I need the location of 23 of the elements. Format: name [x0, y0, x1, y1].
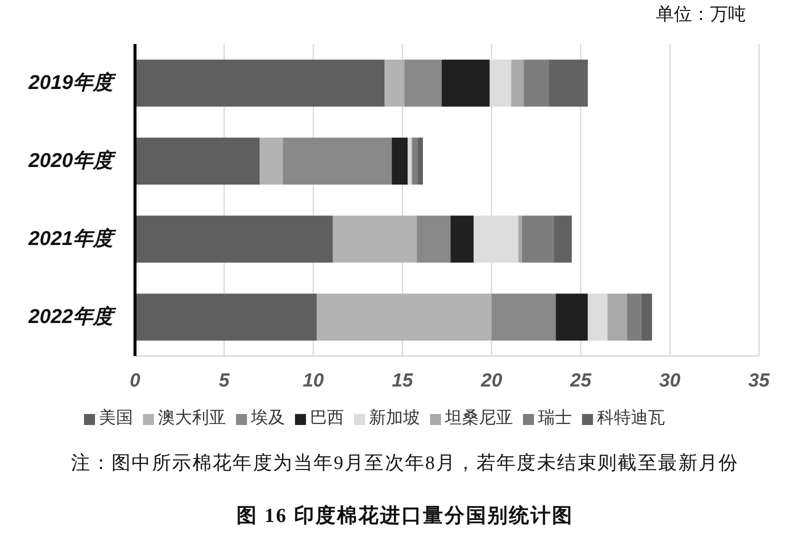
- x-tick-label: 0: [130, 370, 141, 392]
- legend-label: 巴西: [310, 408, 344, 427]
- text: 单位：万吨: [656, 3, 746, 26]
- y-tick-label: 2022年度: [28, 305, 117, 328]
- legend-label: 澳大利亚: [158, 408, 226, 427]
- y-tick-label: 2021年度: [28, 227, 117, 250]
- x-tick-label: 35: [748, 370, 770, 392]
- legend-label: 瑞士: [538, 408, 572, 427]
- y-tick-label: 2020年度: [28, 149, 117, 172]
- y-tick-label: 2019年度: [28, 71, 117, 94]
- legend-label: 新加坡: [369, 408, 420, 427]
- x-tick-label: 5: [218, 370, 230, 392]
- x-tick-label: 20: [480, 370, 503, 392]
- legend-label: 科特迪瓦: [597, 408, 665, 427]
- x-tick-label: 10: [302, 370, 324, 392]
- x-tick-label: 30: [659, 370, 681, 392]
- text: 图 16 印度棉花进口量分国别统计图: [236, 504, 574, 529]
- x-tick-label: 25: [569, 370, 592, 392]
- text: 注：图中所示棉花年度为当年9月至次年8月，若年度未结束则截至最新月份: [70, 452, 740, 476]
- x-tick-label: 15: [392, 370, 414, 392]
- legend-label: 埃及: [251, 408, 285, 427]
- legend-label: 坦桑尼亚: [445, 408, 513, 427]
- legend-label: 美国: [99, 408, 133, 427]
